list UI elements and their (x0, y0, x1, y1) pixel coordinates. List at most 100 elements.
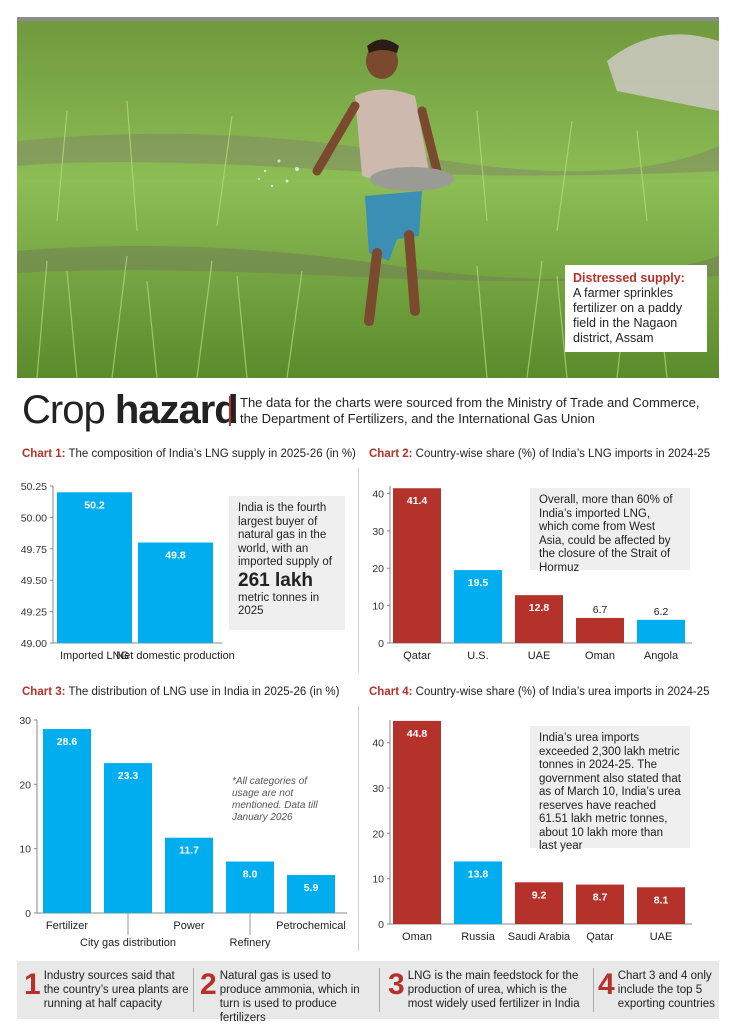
chart1-title-text: The composition of India’s LNG supply in… (68, 448, 356, 460)
category-label: Oman (402, 931, 432, 943)
bar (576, 617, 624, 643)
fact-separator (193, 968, 194, 1012)
bar (515, 595, 563, 643)
chart4-note-text: India’s urea imports exceeded 2,300 lakh… (539, 732, 681, 852)
chart2-title-text: Country-wise share (%) of India’s LNG im… (415, 448, 711, 460)
chart4-svg: 40 30 20 10 0 44.8 Oman 13.8 Russia 9.2 Saudi Arab… (372, 720, 692, 943)
fact-3-number: 3 (388, 968, 405, 1001)
bar-value-label: 49.8 (165, 550, 186, 562)
chart1-note-big: 261 lakh (238, 569, 313, 591)
chart4-title: Chart 4: Country-wise share (%) of India… (369, 686, 709, 698)
divider-bottom (358, 706, 359, 951)
category-label: Imported LNG (60, 650, 129, 662)
category-label: Refinery (230, 937, 271, 949)
chart3-svg: 30 20 10 0 28.6 Fertilizer 23.3 City gas distri… (19, 715, 347, 949)
bar-value-label: 50.2 (84, 499, 105, 511)
footer-facts (17, 961, 719, 1019)
bar-value-label: 23.3 (118, 770, 139, 782)
caption-title: Distressed supply: (573, 271, 685, 285)
y-tick-label: 0 (378, 919, 384, 931)
chart2-label: Chart 2: (369, 448, 413, 460)
chart3-footnote: *All categories of usage are not mention… (232, 776, 318, 823)
fact-2-text: Natural gas is used to produce ammonia, … (219, 970, 360, 1024)
chart3-label: Chart 3: (22, 686, 66, 698)
category-label: Net domestic production (116, 650, 235, 662)
bar (393, 488, 441, 643)
bar (104, 763, 152, 913)
fact-1-text: Industry sources said that the country’s… (43, 970, 189, 1010)
chart1-note-text1: India is the fourth largest buyer of nat… (238, 502, 332, 568)
bar (57, 492, 132, 643)
chart3-title-text: The distribution of LNG use in India in … (68, 686, 340, 698)
divider-top (358, 468, 359, 673)
bar (576, 884, 624, 924)
fact-2: 2 Natural gas is used to produce ammonia… (200, 964, 375, 1025)
headline: Crop hazard (22, 388, 239, 433)
y-tick-label: 0 (25, 908, 31, 920)
top-rule (17, 17, 719, 21)
chart4-note: India’s urea imports exceeded 2,300 lakh… (530, 726, 690, 852)
y-tick-label: 0 (378, 638, 384, 650)
chart2-note: Overall, more than 60% of India’s import… (530, 488, 690, 574)
farmer-figure (312, 39, 454, 326)
chart3-title: Chart 3: The distribution of LNG use in … (22, 686, 340, 698)
bar (138, 542, 213, 643)
bar-value-label: 6.2 (654, 606, 669, 618)
bar (43, 729, 91, 913)
photo-caption: Distressed supply: A farmer sprinkles fe… (565, 265, 707, 352)
category-label: Russia (461, 931, 496, 943)
category-label: Qatar (403, 650, 431, 662)
y-tick-label: 50.25 (21, 481, 47, 493)
chart2-note-text: Overall, more than 60% of India’s import… (539, 494, 673, 574)
category-label: Angola (644, 650, 679, 662)
bar-value-label: 28.6 (57, 736, 78, 748)
bar (454, 570, 502, 643)
fact-3: 3 LNG is the main feedstock for the prod… (388, 964, 588, 1016)
bar (226, 861, 274, 913)
y-tick-label: 10 (19, 844, 31, 856)
fact-4-text: Chart 3 and 4 only include the top 5 exp… (617, 970, 715, 1010)
chart2-svg: 40 30 20 10 0 41.4 Qatar 19.5 U.S. 12.8 UAE 6.7 Oman… (372, 486, 692, 662)
bar (393, 720, 441, 924)
chart1-note-text2: metric tonnes in 2025 (238, 591, 320, 618)
chart4-label: Chart 4: (369, 686, 413, 698)
chart1-label: Chart 1: (22, 448, 66, 460)
chart2-title: Chart 2: Country-wise share (%) of India… (369, 448, 710, 460)
y-tick-label: 10 (372, 601, 384, 613)
y-tick-label: 40 (372, 488, 384, 500)
y-tick-label: 50.00 (21, 512, 47, 524)
category-label: Power (173, 920, 205, 932)
chart1-svg: 50.25 50.00 49.75 49.50 49.25 49.00 50.2 Import… (21, 481, 235, 662)
category-label: Fertilizer (46, 920, 89, 932)
headline-subtitle: The data for the charts were sourced fro… (240, 395, 700, 426)
bar-value-label: 11.7 (179, 845, 199, 857)
bar (637, 619, 685, 643)
y-tick-label: 30 (372, 526, 384, 538)
caption-text: A farmer sprinkles fertilizer on a paddy… (573, 286, 683, 345)
y-tick-label: 30 (372, 783, 384, 795)
y-tick-label: 40 (372, 738, 384, 750)
bar (515, 882, 563, 924)
headline-light: Crop (22, 388, 115, 432)
bar (165, 837, 213, 913)
bar-value-label: 12.8 (529, 602, 550, 614)
bar-value-label: 8.1 (654, 894, 669, 906)
y-tick-label: 20 (372, 828, 384, 840)
chart1-title: Chart 1: The composition of India’s LNG … (22, 448, 356, 460)
bar-value-label: 44.8 (407, 728, 428, 740)
hero-photo: Distressed supply: A farmer sprinkles fe… (17, 21, 719, 378)
y-tick-label: 10 (372, 874, 384, 886)
y-tick-label: 49.25 (21, 607, 47, 619)
category-label: UAE (650, 931, 673, 943)
headline-rule (229, 396, 231, 426)
bar (454, 861, 502, 924)
fact-1-number: 1 (24, 968, 41, 1001)
bar (287, 875, 335, 913)
category-label: City gas distribution (80, 937, 176, 949)
fact-4: 4 Chart 3 and 4 only include the top 5 e… (598, 964, 716, 1016)
fact-2-number: 2 (200, 968, 217, 1001)
category-label: Saudi Arabia (508, 931, 571, 943)
bar-value-label: 19.5 (468, 577, 489, 589)
category-label: UAE (528, 650, 551, 662)
fact-separator (379, 968, 380, 1012)
